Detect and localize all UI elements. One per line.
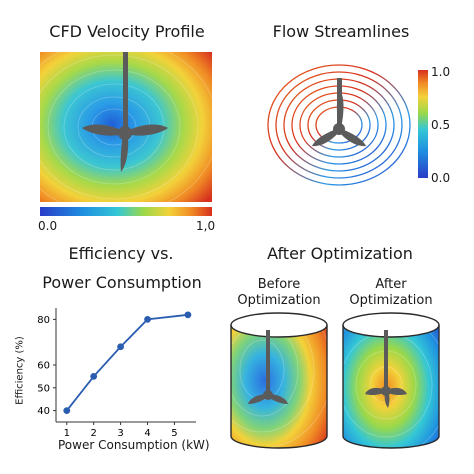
impeller-icon [365,330,407,408]
data-point [117,343,125,351]
tank-after [342,312,440,449]
before-label-2: Optimization [237,293,321,308]
streamline-scale-top: 1.0 [431,65,451,79]
y-tick-label: 50 [37,383,50,394]
streamline-colorbar [418,70,428,178]
data-point [90,373,98,380]
chart-ylabel: Efficiency (%) [14,336,26,405]
optimization-title: After Optimization [267,244,413,263]
streamline-scale-mid: 0.5 [431,118,451,132]
impeller-icon [312,78,366,147]
before-label-1: Before [257,277,301,292]
streamline-scale-bottom: 0.0 [431,171,451,185]
x-tick-label: 2 [91,428,97,439]
x-tick-label: 1 [64,428,70,439]
streamlines-title: Flow Streamlines [272,22,410,41]
data-point [184,311,192,319]
x-tick-label: 4 [144,428,150,439]
impeller-icon [82,52,168,172]
velocity-scale-max: 1,0 [196,219,216,233]
x-tick-label: 3 [117,428,123,439]
impeller-icon [248,330,288,404]
y-tick-label: 80 [37,315,50,326]
streamlines-panel [267,64,428,186]
chart-ticks: 1 2 3 4 5 40 50 60 80 [37,315,177,439]
velocity-colorbar [40,207,212,216]
tank-before [230,312,328,449]
chart-points [63,311,192,414]
x-tick-label: 5 [171,428,177,439]
chart-xlabel: Power Consumption (kW) [58,438,210,452]
efficiency-line [66,313,189,412]
efficiency-title-line2: Power Consumption [42,273,202,292]
data-point [63,407,71,414]
after-label-1: After [375,277,407,292]
velocity-scale-min: 0.0 [38,219,58,233]
velocity-panel [9,38,219,216]
velocity-title: CFD Velocity Profile [49,22,205,41]
y-tick-label: 40 [37,406,50,417]
data-point [144,316,151,323]
efficiency-title-line1: Efficiency vs. [68,244,174,263]
efficiency-chart: 1 2 3 4 5 40 50 60 80 [37,308,196,439]
y-tick-label: 60 [37,361,50,372]
after-label-2: Optimization [349,293,433,308]
